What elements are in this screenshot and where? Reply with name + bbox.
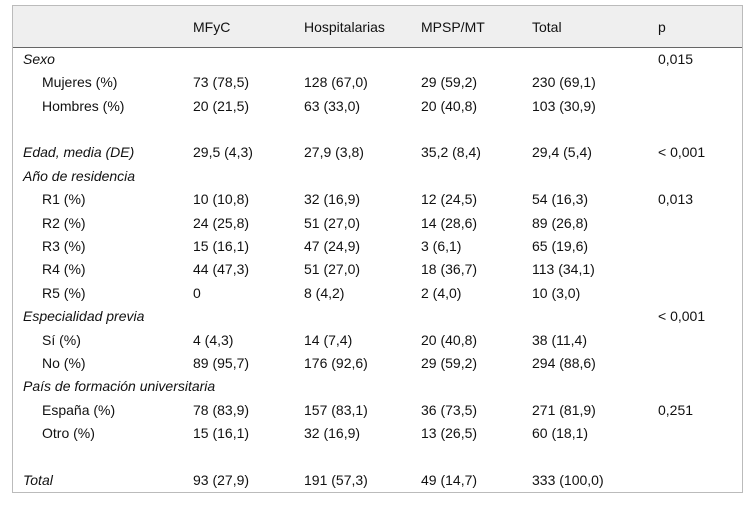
table: MFyC Hospitalarias MPSP/MT Total p Sexo 0,015 M… xyxy=(12,5,743,493)
cell-text: Otro (%) xyxy=(42,425,95,442)
cell-text: 20 (40,8) xyxy=(421,331,478,348)
cell-text: 29 (59,2) xyxy=(421,74,478,91)
cell-text: Mujeres (%) xyxy=(42,74,118,91)
cell-text: 20 (40,8) xyxy=(421,97,478,114)
cell-text: 36 (73,5) xyxy=(421,401,478,418)
cell-text: 15 (16,1) xyxy=(193,237,250,254)
cell-text: 63 (33,0) xyxy=(304,97,361,114)
cell-text: Sexo xyxy=(23,50,55,67)
cell-text: 0,013 xyxy=(658,191,694,208)
cell-text: España (%) xyxy=(42,401,116,418)
cell-text: Total xyxy=(23,471,53,488)
cell-text: Sí (%) xyxy=(42,331,81,348)
cell-text: 157 (83,1) xyxy=(304,401,368,418)
cell-text: MPSP/MT xyxy=(421,19,485,35)
cell-text: 35,2 (8,4) xyxy=(421,144,481,161)
cell-text: 32 (16,9) xyxy=(304,191,361,208)
cell-text: < 0,001 xyxy=(658,308,706,325)
cell-text: 65 (19,6) xyxy=(532,237,589,254)
cell-text: No (%) xyxy=(42,354,86,371)
cell-text: 230 (69,1) xyxy=(532,74,596,91)
cell-text: R4 (%) xyxy=(42,261,86,278)
cell-text: 103 (30,9) xyxy=(532,97,596,114)
cell-text: 78 (83,9) xyxy=(193,401,250,418)
cell-text: 8 (4,2) xyxy=(304,284,345,301)
cell-text: Año de residencia xyxy=(23,167,136,184)
cell-text: 0,251 xyxy=(658,401,694,418)
cell-text: Total xyxy=(532,19,562,35)
cell-text: Especialidad previa xyxy=(23,308,145,325)
cell-text: 51 (27,0) xyxy=(304,214,361,231)
cell-text: Hombres (%) xyxy=(42,97,125,114)
cell-text: 14 (28,6) xyxy=(421,214,478,231)
cell-text: 89 (95,7) xyxy=(193,354,250,371)
cell-text: R1 (%) xyxy=(42,191,86,208)
cell-text: 128 (67,0) xyxy=(304,74,368,91)
cell-text: 24 (25,8) xyxy=(193,214,250,231)
cell-text: R3 (%) xyxy=(42,237,86,254)
cell-text: 47 (24,9) xyxy=(304,237,361,254)
cell-text: Hospitalarias xyxy=(304,19,385,35)
cell-text: 51 (27,0) xyxy=(304,261,361,278)
cell-text: 4 (4,3) xyxy=(193,331,234,348)
cell-text: 271 (81,9) xyxy=(532,401,596,418)
cell-text: Edad, media (DE) xyxy=(23,144,135,161)
cell-text: 294 (88,6) xyxy=(532,354,596,371)
cell-text: 29,5 (4,3) xyxy=(193,144,253,161)
cell-text: 2 (4,0) xyxy=(421,284,462,301)
cell-text: 176 (92,6) xyxy=(304,354,368,371)
cell-text: 3 (6,1) xyxy=(421,237,462,254)
cell-text: R2 (%) xyxy=(42,214,86,231)
cell-text: 14 (7,4) xyxy=(304,331,353,348)
cell-text: 10 (10,8) xyxy=(193,191,250,208)
cell-text: 12 (24,5) xyxy=(421,191,478,208)
cell-text: 93 (27,9) xyxy=(193,471,250,488)
cell-text: 333 (100,0) xyxy=(532,471,604,488)
cell-text: MFyC xyxy=(193,19,231,35)
cell-text: R5 (%) xyxy=(42,284,86,301)
cell-text: p xyxy=(658,19,666,35)
cell-text: 38 (11,4) xyxy=(532,331,587,348)
cell-text: 0,015 xyxy=(658,50,694,67)
cell-text: 29 (59,2) xyxy=(421,354,478,371)
cell-text: País de formación universitaria xyxy=(23,378,216,395)
cell-text: 49 (14,7) xyxy=(421,471,478,488)
cell-text: 15 (16,1) xyxy=(193,425,250,442)
cell-text: 113 (34,1) xyxy=(532,261,595,278)
cell-text: 20 (21,5) xyxy=(193,97,250,114)
cell-text: 0 xyxy=(193,284,201,301)
cell-text: 27,9 (3,8) xyxy=(304,144,364,161)
cell-text: 89 (26,8) xyxy=(532,214,589,231)
table-header xyxy=(13,6,742,48)
cell-text: 191 (57,3) xyxy=(304,471,368,488)
cell-text: 44 (47,3) xyxy=(193,261,250,278)
cell-text: 60 (18,1) xyxy=(532,425,589,442)
cell-text: 73 (78,5) xyxy=(193,74,250,91)
cell-text: 13 (26,5) xyxy=(421,425,478,442)
cell-text: 54 (16,3) xyxy=(532,191,589,208)
cell-text: 10 (3,0) xyxy=(532,284,581,301)
cell-text: < 0,001 xyxy=(658,144,706,161)
cell-text: 29,4 (5,4) xyxy=(532,144,592,161)
cell-text: 18 (36,7) xyxy=(421,261,478,278)
cell-text: 32 (16,9) xyxy=(304,425,361,442)
